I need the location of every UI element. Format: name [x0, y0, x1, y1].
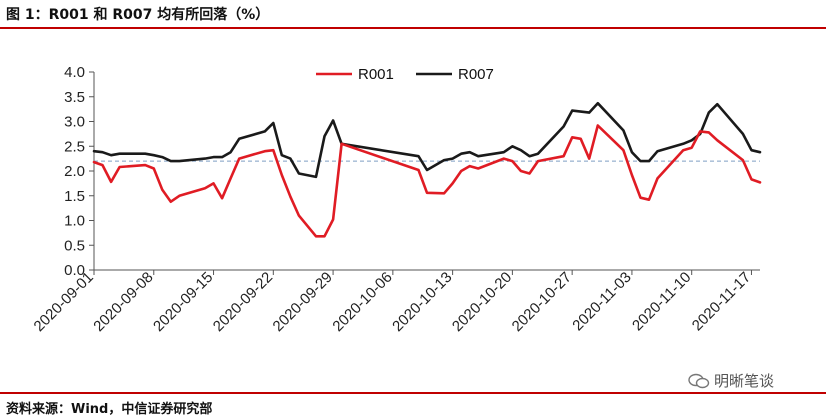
legend-label-r001: R001 — [358, 66, 394, 83]
watermark: 明晰笔谈 — [688, 370, 774, 391]
x-tick-label: 2020-10-06 — [329, 269, 395, 335]
series-line-r001 — [92, 124, 762, 238]
x-tick-label: 2020-11-17 — [689, 269, 754, 334]
y-tick-label: 2.0 — [64, 163, 85, 180]
series-line-r007 — [92, 101, 762, 179]
x-tick-label: 2020-10-13 — [389, 269, 455, 335]
x-tick-label: 2020-10-20 — [449, 269, 515, 335]
x-tick-label: 2020-09-08 — [90, 269, 156, 335]
y-tick-label: 1.0 — [64, 213, 85, 230]
y-tick-label: 4.0 — [64, 64, 85, 81]
top-rule — [0, 27, 826, 29]
x-tick-label: 2020-11-03 — [569, 269, 634, 334]
watermark-text: 明晰笔谈 — [714, 372, 775, 390]
x-tick-label: 2020-09-29 — [270, 269, 336, 335]
chart-title: 图 1：R001 和 R007 均有所回落（%） — [6, 7, 270, 23]
x-tick-label: 2020-10-27 — [509, 269, 575, 335]
y-tick-label: 2.5 — [64, 138, 85, 155]
line-chart: 0.00.51.01.52.02.53.03.54.02020-09-01202… — [31, 64, 762, 335]
y-tick-label: 1.5 — [64, 188, 85, 205]
wechat-icon — [688, 373, 710, 389]
y-tick-label: 3.0 — [64, 114, 85, 131]
legend-label-r007: R007 — [458, 66, 494, 83]
x-tick-label: 2020-09-15 — [150, 269, 216, 335]
source-note: 资料来源：Wind，中信证券研究部 — [6, 402, 213, 417]
y-tick-label: 0.0 — [64, 262, 85, 279]
x-tick-label: 2020-09-22 — [210, 269, 276, 335]
y-tick-label: 3.5 — [64, 89, 85, 106]
bottom-rule — [0, 392, 826, 394]
y-tick-label: 0.5 — [64, 237, 85, 254]
x-tick-label: 2020-11-10 — [629, 269, 694, 334]
